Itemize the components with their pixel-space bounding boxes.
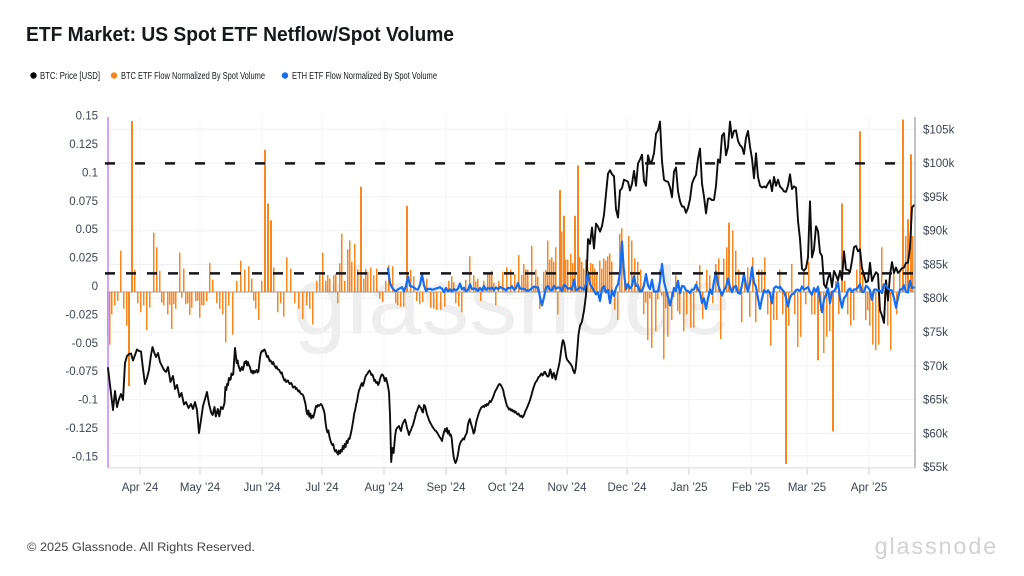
svg-text:May ’24: May ’24 xyxy=(180,482,221,494)
svg-text:Oct ’24: Oct ’24 xyxy=(488,482,525,494)
svg-text:$90k: $90k xyxy=(923,226,948,238)
svg-text:-0.125: -0.125 xyxy=(65,423,98,435)
svg-text:$60k: $60k xyxy=(923,428,948,440)
svg-text:$75k: $75k xyxy=(923,327,948,339)
svg-text:glassnode: glassnode xyxy=(293,248,731,355)
svg-text:Apr ’24: Apr ’24 xyxy=(122,482,159,494)
svg-text:Apr ’25: Apr ’25 xyxy=(851,482,887,494)
svg-text:0.075: 0.075 xyxy=(69,196,98,208)
svg-text:Mar ’25: Mar ’25 xyxy=(788,482,826,494)
svg-text:$85k: $85k xyxy=(923,260,948,272)
svg-text:Feb ’25: Feb ’25 xyxy=(732,482,770,494)
svg-text:$55k: $55k xyxy=(923,462,948,474)
svg-text:$80k: $80k xyxy=(923,293,948,305)
svg-text:Dec ’24: Dec ’24 xyxy=(608,482,648,494)
svg-text:$95k: $95k xyxy=(923,192,948,204)
svg-text:$70k: $70k xyxy=(923,361,948,373)
svg-text:ETF Market: US Spot ETF Netflo: ETF Market: US Spot ETF Netflow/Spot Vol… xyxy=(26,24,454,46)
svg-text:Jan ’25: Jan ’25 xyxy=(670,482,707,494)
svg-text:Sep ’24: Sep ’24 xyxy=(426,482,466,494)
svg-text:0.025: 0.025 xyxy=(69,253,98,265)
svg-text:Jun ’24: Jun ’24 xyxy=(243,482,281,494)
svg-text:0.15: 0.15 xyxy=(76,111,98,123)
svg-text:-0.15: -0.15 xyxy=(72,451,98,463)
svg-text:BTC: Price [USD]: BTC: Price [USD] xyxy=(40,71,100,82)
svg-text:0.1: 0.1 xyxy=(82,167,98,179)
svg-text:0.05: 0.05 xyxy=(76,224,98,236)
svg-text:0: 0 xyxy=(92,281,98,293)
svg-text:-0.05: -0.05 xyxy=(72,338,98,350)
svg-text:© 2025 Glassnode. All Rights R: © 2025 Glassnode. All Rights Reserved. xyxy=(27,542,255,554)
svg-text:ETH ETF Flow Normalized By Spo: ETH ETF Flow Normalized By Spot Volume xyxy=(292,71,437,82)
svg-text:glassnode: glassnode xyxy=(875,533,998,559)
svg-text:Aug ’24: Aug ’24 xyxy=(364,482,404,494)
svg-text:$105k: $105k xyxy=(923,124,955,136)
svg-text:$100k: $100k xyxy=(923,158,955,170)
svg-text:$65k: $65k xyxy=(923,395,948,407)
svg-text:-0.1: -0.1 xyxy=(78,395,98,407)
svg-text:Nov ’24: Nov ’24 xyxy=(548,482,588,494)
svg-text:BTC ETF Flow Normalized By Spo: BTC ETF Flow Normalized By Spot Volume xyxy=(121,71,265,82)
svg-text:Jul ’24: Jul ’24 xyxy=(305,482,339,494)
svg-text:0.125: 0.125 xyxy=(69,139,98,151)
svg-text:-0.075: -0.075 xyxy=(65,366,98,378)
svg-text:-0.025: -0.025 xyxy=(65,309,98,321)
